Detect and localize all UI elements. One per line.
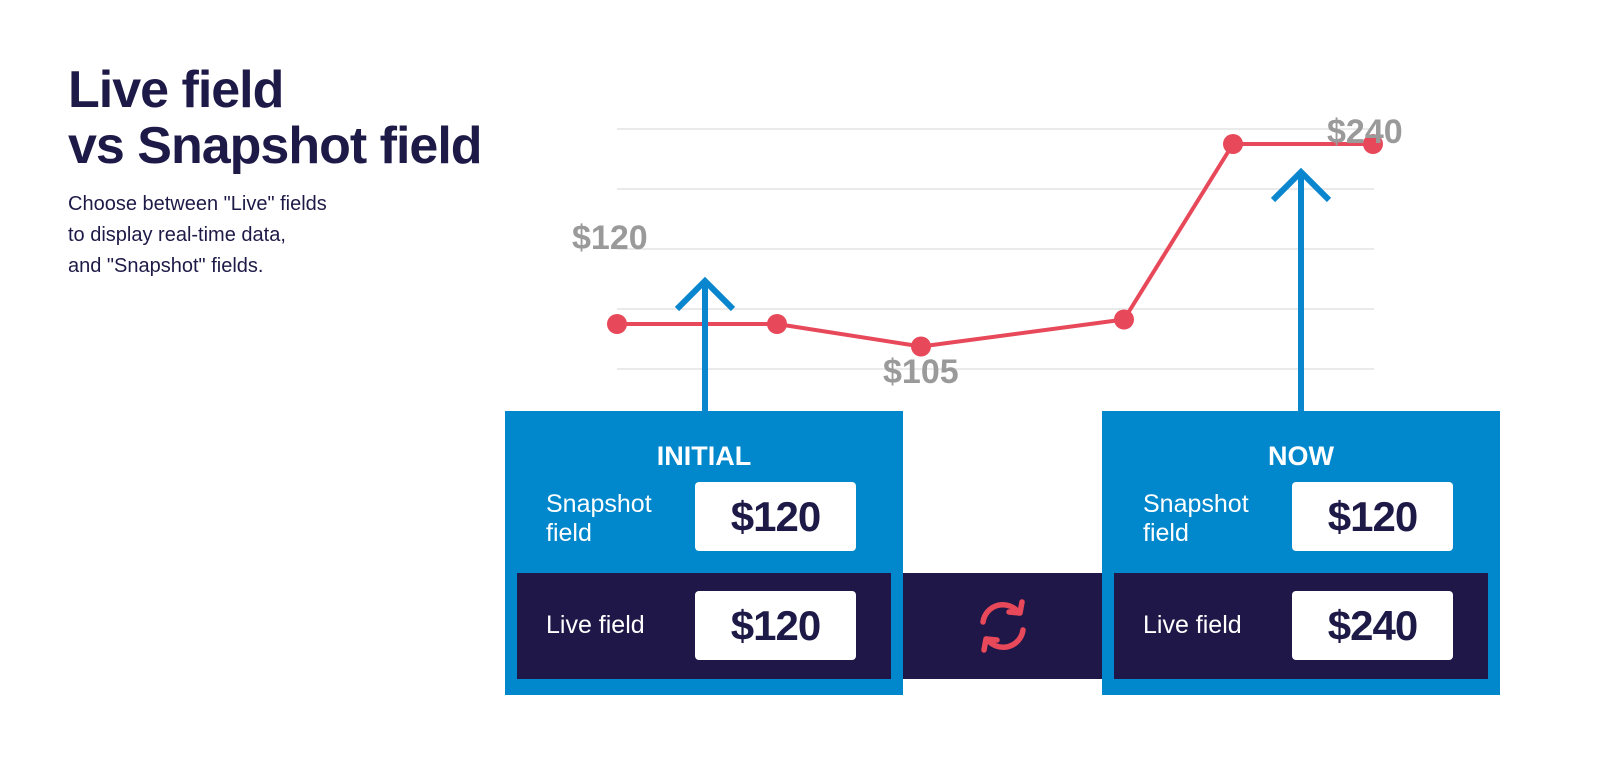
initial-snapshot-value: $120 bbox=[695, 482, 856, 551]
initial-live-row: Live field $120 bbox=[517, 573, 891, 679]
page-subtitle: Choose between "Live" fields to display … bbox=[68, 189, 327, 282]
title-line-1: Live field bbox=[68, 61, 284, 119]
subtitle-line-2: to display real-time data, bbox=[68, 224, 286, 246]
chart-gridlines bbox=[617, 128, 1374, 370]
initial-snapshot-label: Snapshot field bbox=[546, 490, 652, 547]
now-live-value: $240 bbox=[1292, 591, 1453, 660]
page-title: Live field vs Snapshot field bbox=[68, 61, 483, 175]
now-live-label: Live field bbox=[1143, 611, 1242, 639]
price-point bbox=[911, 336, 931, 357]
price-point bbox=[1114, 309, 1134, 330]
price-point bbox=[767, 314, 787, 334]
initial-live-label: Live field bbox=[546, 611, 645, 639]
arrow-up-icon bbox=[674, 276, 736, 411]
price-point bbox=[607, 314, 627, 334]
initial-live-value: $120 bbox=[695, 591, 856, 660]
now-title: NOW bbox=[1268, 441, 1334, 471]
initial-title: INITIAL bbox=[656, 441, 752, 471]
initial-panel: INITIAL Snapshot field $120 Live field $… bbox=[505, 411, 903, 695]
price-points bbox=[607, 134, 1383, 357]
now-snapshot-value: $120 bbox=[1292, 482, 1453, 551]
subtitle-line-1: Choose between "Live" fields bbox=[68, 193, 327, 215]
now-snapshot-label: Snapshot field bbox=[1143, 490, 1249, 547]
label-start-price: $120 bbox=[572, 219, 648, 257]
price-point bbox=[1223, 134, 1243, 154]
arrow-up-icon bbox=[1270, 167, 1332, 411]
now-panel: NOW Snapshot field $120 Live field $240 bbox=[1102, 411, 1500, 695]
price-point bbox=[1363, 134, 1383, 154]
price-line bbox=[617, 142, 1373, 349]
live-connector bbox=[903, 573, 1102, 679]
subtitle-line-3: and "Snapshot" fields. bbox=[68, 255, 264, 277]
refresh-icon bbox=[980, 599, 1026, 653]
label-low-price: $105 bbox=[883, 353, 959, 391]
label-end-price: $240 bbox=[1327, 113, 1403, 151]
now-live-row: Live field $240 bbox=[1114, 573, 1488, 679]
title-line-2: vs Snapshot field bbox=[68, 117, 483, 175]
